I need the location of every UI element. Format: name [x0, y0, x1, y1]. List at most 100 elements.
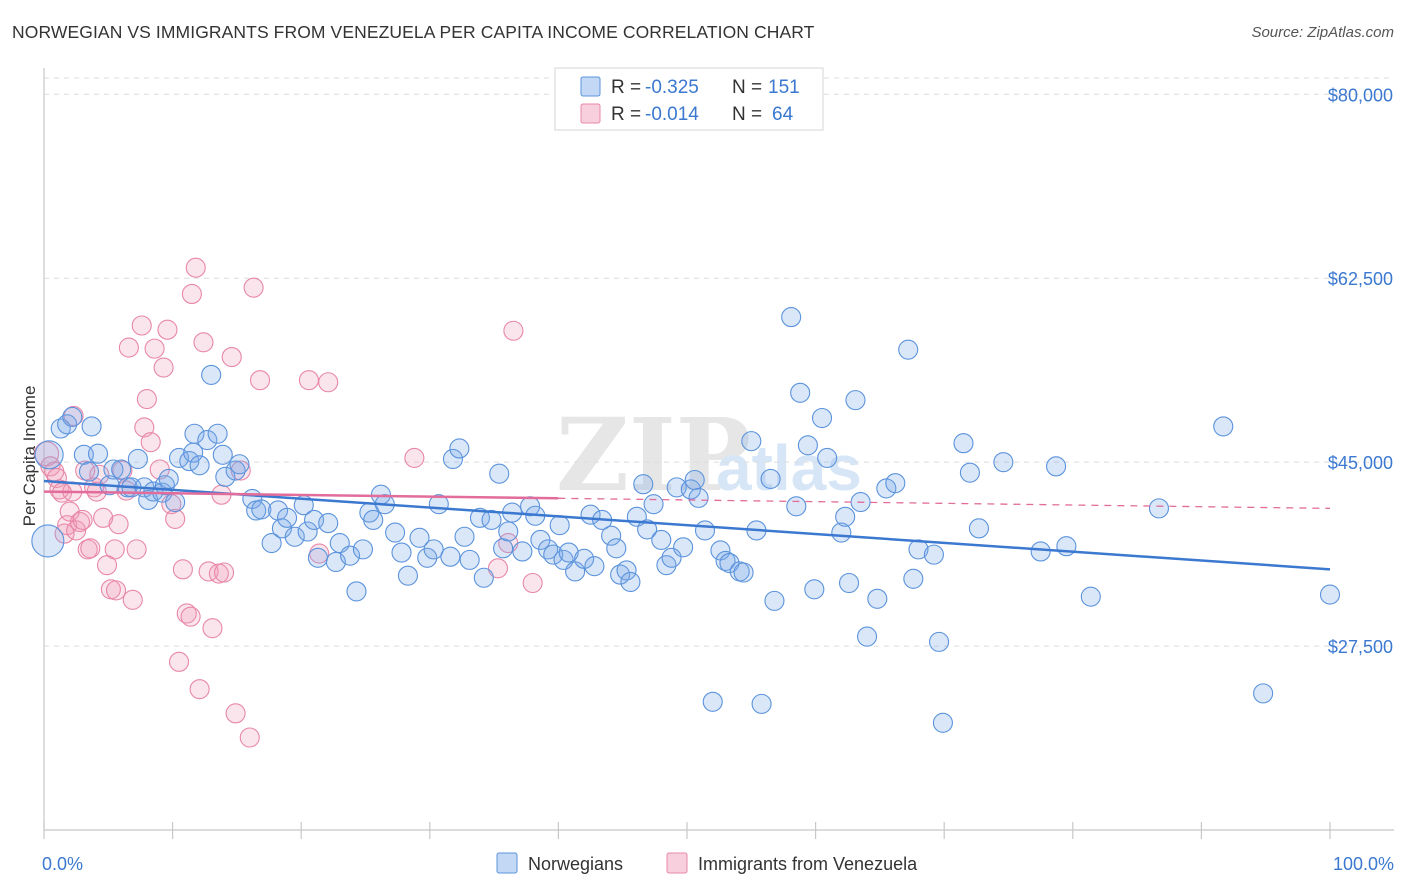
legend-swatch-blue: [580, 76, 601, 97]
point-venezuela: [172, 559, 193, 580]
point-norwegians: [261, 533, 282, 554]
point-norwegians: [489, 463, 510, 484]
point-norwegians: [481, 509, 502, 530]
point-venezuela: [122, 589, 143, 610]
point-venezuela: [193, 332, 214, 353]
legend-n-value-pink: 64: [772, 104, 794, 125]
point-norwegians: [651, 529, 672, 550]
point-norwegians: [845, 390, 866, 411]
point-venezuela: [118, 337, 139, 358]
x-ticks: [43, 822, 1331, 839]
point-venezuela: [104, 539, 125, 560]
bottom-legend-swatch-norwegians: [496, 852, 518, 874]
point-venezuela: [404, 447, 425, 468]
point-venezuela: [153, 357, 174, 378]
point-norwegians: [251, 499, 272, 520]
point-venezuela: [72, 509, 93, 530]
point-venezuela: [49, 479, 70, 500]
point-norwegians: [352, 539, 373, 560]
point-norwegians: [835, 506, 856, 527]
point-norwegians: [512, 541, 533, 562]
point-norwegians: [397, 565, 418, 586]
y-tick-label: $45,000: [1328, 453, 1393, 473]
legend-swatch-pink: [580, 103, 601, 124]
point-venezuela: [93, 507, 114, 528]
point-venezuela: [63, 405, 84, 426]
point-norwegians: [817, 447, 838, 468]
point-venezuela: [165, 508, 186, 529]
point-norwegians: [702, 691, 723, 712]
point-venezuela: [230, 460, 251, 481]
legend-n-label-pink: N =: [732, 104, 762, 125]
series-venezuela-points: [34, 257, 543, 748]
point-norwegians: [898, 339, 919, 360]
point-norwegians: [340, 545, 361, 566]
point-norwegians: [318, 513, 339, 534]
point-venezuela: [168, 651, 190, 672]
source-credit: Source: ZipAtlas.com: [1251, 24, 1394, 41]
stats-legend: R = -0.325 N = 151 R = -0.014 N = 64: [554, 67, 824, 131]
point-venezuela: [185, 257, 206, 278]
point-norwegians: [932, 712, 953, 733]
point-norwegians: [1080, 586, 1101, 607]
point-norwegians: [62, 406, 83, 427]
point-norwegians: [103, 459, 124, 480]
point-norwegians: [87, 443, 109, 464]
point-norwegians: [78, 461, 100, 482]
point-venezuela: [144, 338, 165, 359]
point-norwegians: [81, 416, 102, 437]
y-tick-label: $62,500: [1328, 269, 1393, 289]
point-norwegians: [790, 382, 811, 403]
point-norwegians: [215, 466, 236, 487]
bottom-legend-label-norwegians: Norwegians: [528, 854, 623, 874]
point-norwegians: [440, 546, 461, 567]
point-norwegians: [856, 626, 878, 647]
point-norwegians: [543, 544, 564, 565]
point-norwegians: [1030, 541, 1051, 562]
point-norwegians: [391, 542, 412, 563]
point-norwegians: [1319, 584, 1341, 605]
point-venezuela: [221, 346, 242, 368]
point-venezuela: [126, 539, 147, 560]
point-norwegians: [184, 423, 205, 444]
point-norwegians: [867, 588, 888, 609]
point-norwegians: [620, 571, 641, 593]
point-norwegians: [558, 542, 579, 563]
point-norwegians: [751, 693, 772, 714]
point-norwegians: [73, 444, 94, 465]
x-tick-label-max: 100.0%: [1333, 854, 1394, 874]
point-norwegians: [797, 435, 818, 456]
point-venezuela: [54, 523, 75, 544]
y-tick-label: $80,000: [1328, 85, 1393, 105]
y-tick-label: $27,500: [1328, 637, 1393, 657]
point-norwegians: [1148, 498, 1170, 519]
point-norwegians: [442, 448, 463, 470]
trend-lines: [43, 479, 1331, 571]
point-norwegians: [284, 526, 305, 547]
point-norwegians: [409, 527, 430, 548]
point-norwegians: [498, 521, 519, 542]
point-norwegians: [158, 468, 179, 490]
point-venezuela: [181, 283, 202, 305]
point-norwegians: [673, 537, 694, 558]
point-norwegians: [764, 590, 785, 611]
point-norwegians: [781, 307, 802, 328]
point-norwegians: [1253, 683, 1274, 704]
trend-line-norwegians: [43, 479, 1331, 571]
point-norwegians: [606, 538, 627, 559]
point-norwegians: [417, 547, 438, 568]
bottom-legend-label-venezuela: Immigrants from Venezuela: [698, 854, 918, 874]
point-norwegians: [601, 525, 622, 546]
point-norwegians: [197, 430, 218, 451]
point-venezuela: [131, 315, 152, 336]
point-norwegians: [760, 468, 781, 490]
point-norwegians: [574, 548, 595, 569]
point-norwegians: [903, 568, 924, 589]
point-norwegians: [929, 631, 950, 652]
point-venezuela: [249, 370, 271, 391]
point-venezuela: [176, 603, 197, 624]
point-norwegians: [229, 454, 250, 475]
point-norwegians: [1046, 456, 1067, 477]
point-norwegians: [661, 547, 682, 568]
